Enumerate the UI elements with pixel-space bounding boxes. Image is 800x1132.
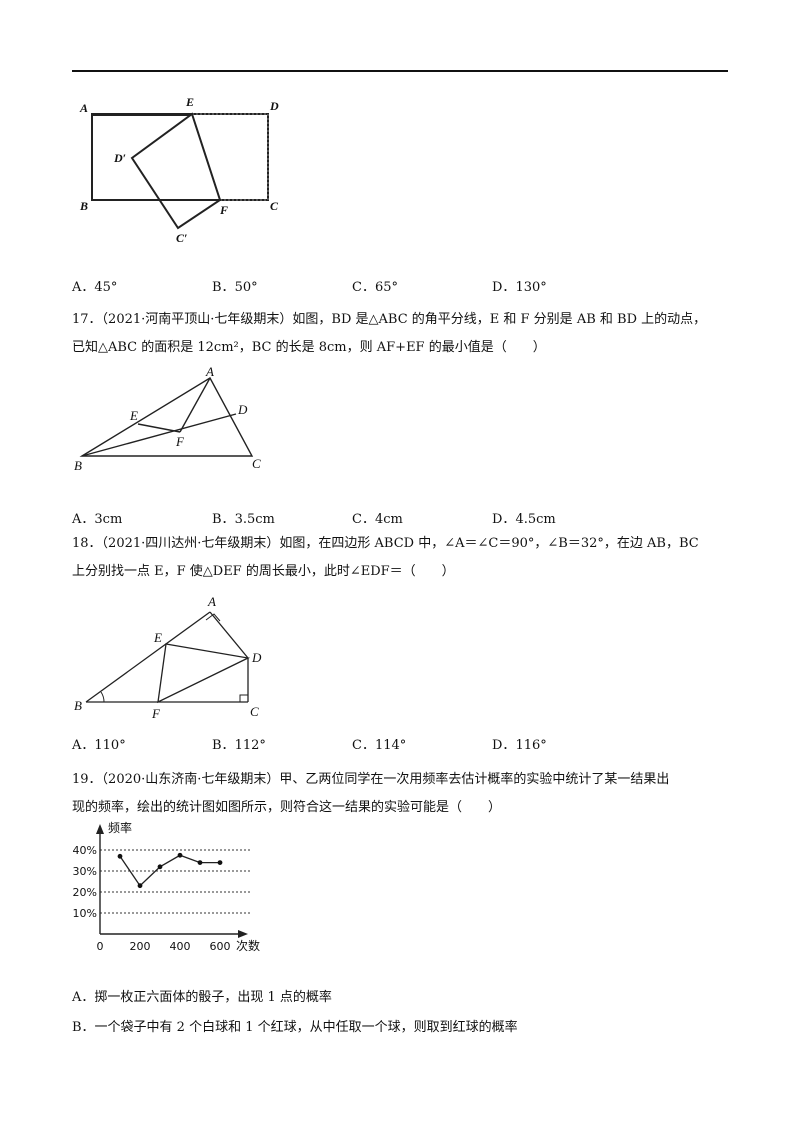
q17-stem: 17．（2021·河南平顶山·七年级期末）如图，BD 是△ABC 的角平分线，E… (72, 306, 732, 362)
q16-figure: A E D D′ B F C C′ (72, 92, 302, 252)
q17-option-d[interactable]: D．4.5cm (492, 512, 556, 527)
q19-chart: 频率 次数 10% 20% 30% 40% 0 200 400 600 (72, 818, 302, 958)
q19-line1: 19．（2020·山东济南·七年级期末）甲、乙两位同学在一次用频率去估计概率的实… (72, 772, 670, 787)
q16-options: A．45° B．50° C．65° D．130° (72, 276, 672, 296)
q16-label-cprime: C′ (176, 231, 187, 245)
q17-label-b: B (74, 458, 82, 473)
chart-x-tick-label: 600 (210, 940, 231, 953)
chart-x-tick-label: 400 (170, 940, 191, 953)
chart-point (157, 864, 163, 870)
chart-x-tick-label: 0 (97, 940, 104, 953)
chart-point (137, 883, 143, 889)
chart-series-line (119, 854, 220, 887)
q16-label-b: B (79, 199, 88, 213)
q18-label-d: D (251, 650, 262, 665)
q18-stem: 18．（2021·四川达州·七年级期末）如图，在四边形 ABCD 中，∠A＝∠C… (72, 530, 732, 586)
q18-option-c[interactable]: C．114° (352, 738, 407, 753)
q17-label-f: F (175, 434, 185, 449)
q16-label-dprime: D′ (113, 151, 126, 165)
q19-option-b[interactable]: B．一个袋子中有 2 个白球和 1 个红球，从中任取一个球，则取到红球的概率 (72, 1020, 518, 1035)
chart-x-tick-label: 200 (130, 940, 151, 953)
q16-option-b[interactable]: B．50° (212, 280, 258, 295)
top-rule (72, 70, 728, 72)
chart-point (177, 852, 183, 858)
q17-options: A．3cm B．3.5cm C．4cm D．4.5cm (72, 508, 672, 528)
q18-figure: A E D B F C (72, 592, 282, 720)
q17-label-a: A (205, 364, 214, 379)
q17-line2: 已知△ABC 的面积是 12cm²，BC 的长是 8cm，则 AF+EF 的最小… (72, 340, 546, 355)
q18-label-c: C (250, 704, 259, 719)
q17-line1: 17．（2021·河南平顶山·七年级期末）如图，BD 是△ABC 的角平分线，E… (72, 312, 707, 327)
q19-line2: 现的频率，绘出的统计图如图所示，则符合这一结果的实验可能是（ ） (72, 800, 502, 815)
q17-figure: A E D F B C (72, 364, 282, 474)
q19-stem: 19．（2020·山东济南·七年级期末）甲、乙两位同学在一次用频率去估计概率的实… (72, 766, 732, 822)
q16-label-f: F (219, 203, 228, 217)
q16-label-e: E (185, 95, 194, 109)
q17-option-b[interactable]: B．3.5cm (212, 512, 275, 527)
q17-option-a[interactable]: A．3cm (72, 512, 123, 527)
chart-y-tick-label: 20% (73, 886, 97, 899)
q16-option-d[interactable]: D．130° (492, 280, 547, 295)
q18-label-a: A (207, 594, 216, 609)
chart-y-tick-label: 30% (73, 865, 97, 878)
q18-line1: 18．（2021·四川达州·七年级期末）如图，在四边形 ABCD 中，∠A＝∠C… (72, 536, 699, 551)
chart-y-tick-label: 40% (73, 844, 97, 857)
q18-option-a[interactable]: A．110° (72, 738, 126, 753)
q16-folded-quad (130, 112, 222, 230)
q18-label-e: E (153, 630, 162, 645)
q17-option-c[interactable]: C．4cm (352, 512, 403, 527)
chart-y-tick-label: 10% (73, 907, 97, 920)
q17-label-e: E (129, 408, 138, 423)
chart-point (217, 860, 223, 865)
q16-label-c: C (270, 199, 279, 213)
q18-label-f: F (151, 706, 161, 720)
q17-label-d: D (237, 402, 248, 417)
q16-label-a: A (79, 101, 88, 115)
q17-label-c: C (252, 456, 261, 471)
chart-point (197, 860, 203, 865)
q16-option-a[interactable]: A．45° (72, 280, 118, 295)
chart-x-title: 次数 (236, 938, 260, 953)
chart-point (117, 853, 123, 859)
q16-label-d: D (269, 99, 279, 113)
q19-option-a[interactable]: A．掷一枚正六面体的骰子，出现 1 点的概率 (72, 990, 332, 1005)
q18-line2: 上分别找一点 E，F 使△DEF 的周长最小，此时∠EDF＝（ ） (72, 564, 455, 579)
q18-label-b: B (74, 698, 82, 713)
q18-options: A．110° B．112° C．114° D．116° (72, 734, 672, 754)
q18-option-d[interactable]: D．116° (492, 738, 547, 753)
q18-option-b[interactable]: B．112° (212, 738, 266, 753)
q16-option-c[interactable]: C．65° (352, 280, 398, 295)
chart-y-title: 频率 (108, 820, 132, 835)
